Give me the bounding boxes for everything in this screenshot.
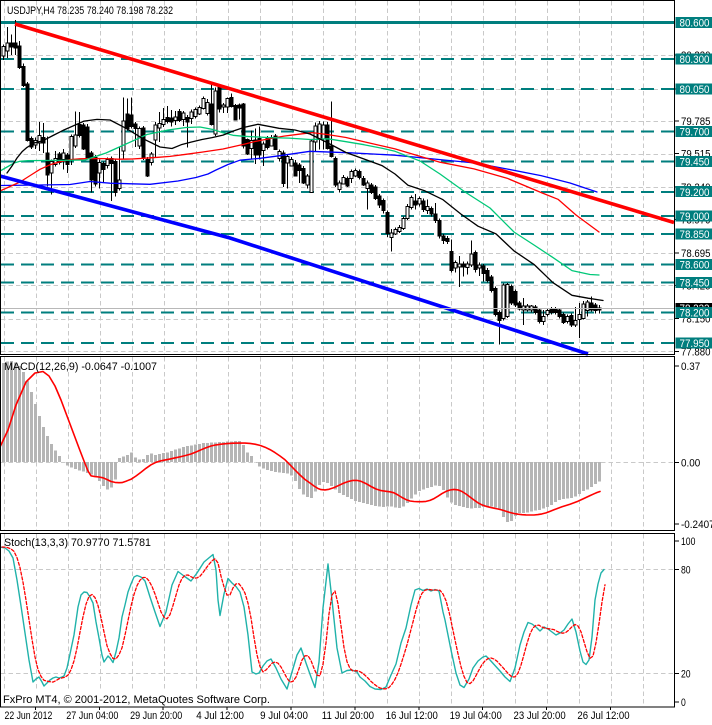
svg-text:79.200: 79.200 [680,187,710,199]
svg-text:77.950: 77.950 [680,338,710,350]
svg-text:26 Jul 12:00: 26 Jul 12:00 [577,710,629,722]
svg-text:11 Jul 20:00: 11 Jul 20:00 [322,710,374,722]
svg-text:77.880: 77.880 [681,346,711,358]
svg-text:Stoch(13,3,3) 70.9770 71.5781: Stoch(13,3,3) 70.9770 71.5781 [4,537,151,549]
svg-text:78.850: 78.850 [680,229,710,241]
svg-text:78.200: 78.200 [680,308,710,320]
svg-text:22 Jun 2012: 22 Jun 2012 [5,710,53,722]
svg-text:78.450: 78.450 [680,277,710,289]
svg-text:FxPro MT4, © 2001-2012, MetaQ: FxPro MT4, © 2001-2012, MetaQuotes Softw… [3,694,270,706]
svg-text:-0.2407: -0.2407 [681,519,712,531]
svg-text:20: 20 [681,669,691,681]
svg-text:79.000: 79.000 [680,211,710,223]
svg-text:80.300: 80.300 [680,54,710,66]
svg-text:16 Jul 12:00: 16 Jul 12:00 [386,710,438,722]
svg-text:79.450: 79.450 [680,157,710,169]
svg-text:0: 0 [681,697,686,709]
svg-text:78.600: 78.600 [680,259,710,271]
svg-text:USDJPY,H4 78.235 78.240 78.19: USDJPY,H4 78.235 78.240 78.198 78.232 [7,5,173,17]
svg-text:79.700: 79.700 [680,126,710,138]
svg-text:80.050: 80.050 [680,84,710,96]
svg-text:80: 80 [681,565,691,577]
svg-text:19 Jul 04:00: 19 Jul 04:00 [450,710,502,722]
svg-text:MACD(12,26,9) -0.0647 -0.1007: MACD(12,26,9) -0.0647 -0.1007 [4,361,157,373]
svg-text:0.37: 0.37 [681,361,700,373]
svg-text:80.600: 80.600 [680,18,710,30]
svg-text:23 Jul 20:00: 23 Jul 20:00 [514,710,566,722]
svg-text:78.695: 78.695 [681,248,711,260]
svg-text:27 Jun 04:00: 27 Jun 04:00 [66,710,118,722]
svg-text:0.00: 0.00 [681,458,700,470]
svg-text:79.785: 79.785 [681,116,711,128]
svg-text:29 Jun 20:00: 29 Jun 20:00 [130,710,182,722]
svg-text:100: 100 [681,536,695,548]
svg-text:9 Jul 04:00: 9 Jul 04:00 [260,710,308,722]
svg-text:4 Jul 12:00: 4 Jul 12:00 [196,710,244,722]
